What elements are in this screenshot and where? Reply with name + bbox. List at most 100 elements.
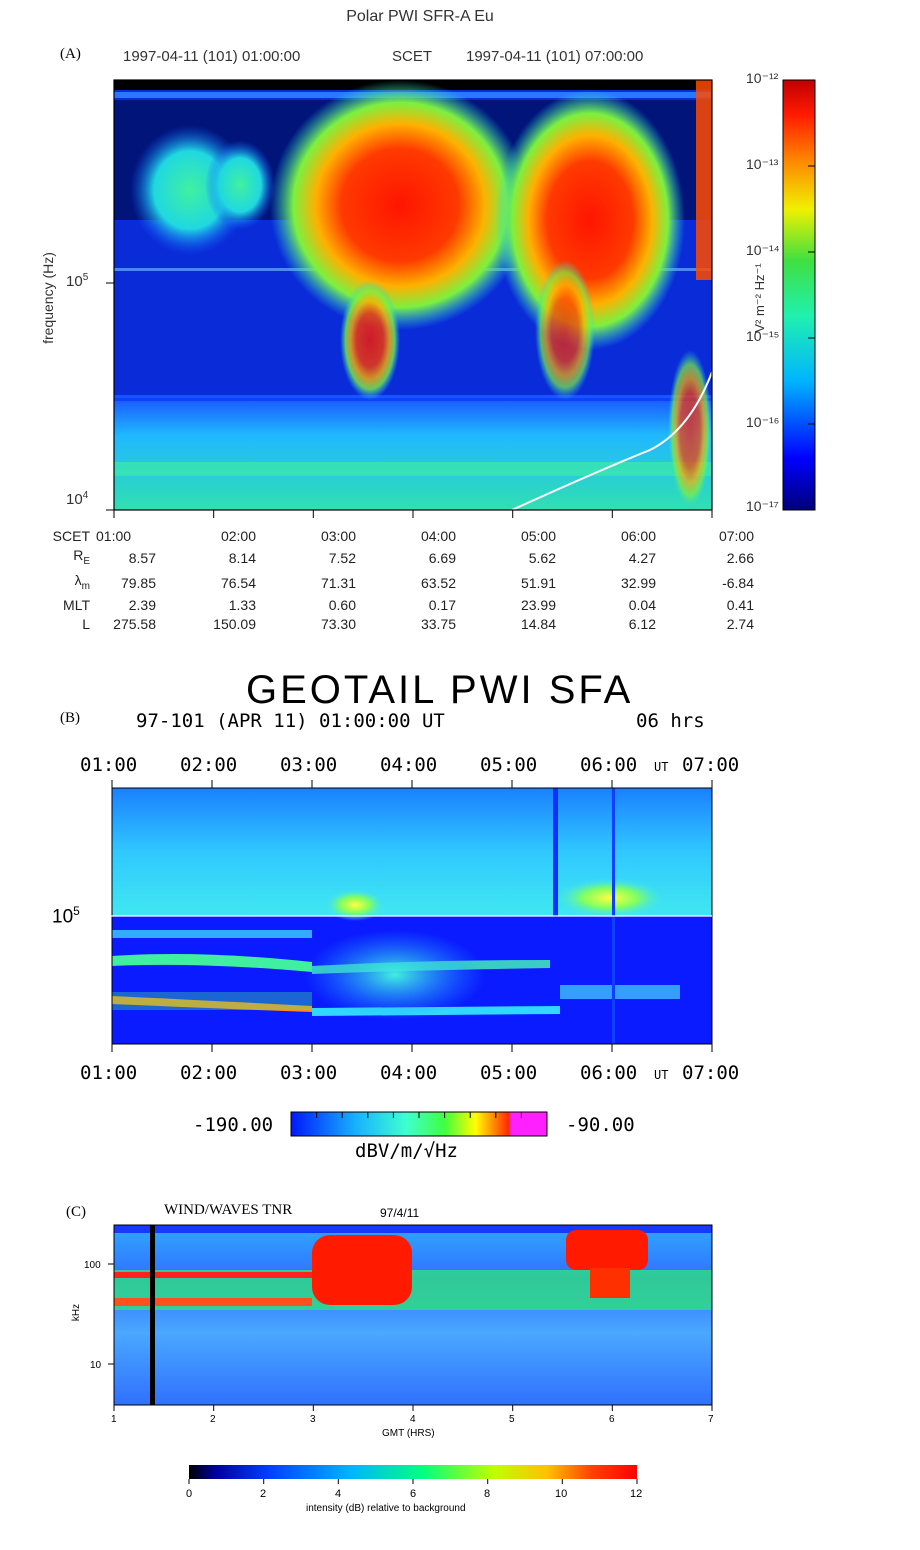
panel-b-colorbar-min: -190.00 bbox=[193, 1114, 274, 1136]
panel-a-frame bbox=[113, 79, 713, 511]
time-label: 03:00 bbox=[280, 1062, 338, 1084]
ephemeris-value: 04:00 bbox=[420, 528, 456, 544]
ephemeris-value: 76.54 bbox=[220, 574, 256, 591]
time-label: 06:00 bbox=[580, 1062, 638, 1084]
ephemeris-row: RE 8.57 8.14 7.52 6.69 5.62 4.27 2.66 bbox=[34, 546, 754, 571]
ephemeris-label: λm bbox=[74, 571, 90, 592]
ephemeris-value: 2.66 bbox=[726, 549, 754, 566]
ephemeris-value: 23.99 bbox=[520, 596, 556, 613]
panel-a-overlay-line bbox=[511, 371, 713, 511]
ephemeris-value: 32.99 bbox=[620, 574, 656, 591]
ephemeris-value: 05:00 bbox=[520, 528, 556, 544]
panel-b-frame bbox=[111, 787, 713, 1045]
panel-c-ytick-10: 10 bbox=[90, 1360, 102, 1371]
panel-c-colorbar bbox=[189, 1465, 637, 1479]
x-tick-label: 5 bbox=[509, 1414, 515, 1425]
ut-label: UT bbox=[654, 1068, 669, 1082]
panel-c-frame bbox=[113, 1224, 713, 1406]
ephemeris-value: 150.09 bbox=[213, 615, 256, 632]
ephemeris-value: 73.30 bbox=[320, 615, 356, 632]
panel-b-colorbar-max: -90.00 bbox=[566, 1114, 635, 1136]
ephemeris-value: 6.12 bbox=[628, 615, 656, 632]
time-label: 05:00 bbox=[480, 1062, 538, 1084]
ephemeris-label: MLT bbox=[63, 596, 90, 613]
ephemeris-row: MLT 2.39 1.33 0.60 0.17 23.99 0.04 0.41 bbox=[34, 596, 754, 615]
ephemeris-value: 02:00 bbox=[220, 528, 256, 544]
time-label: 04:00 bbox=[380, 754, 438, 776]
colorbar-tick: 6 bbox=[410, 1488, 417, 1500]
ephemeris-value: 33.75 bbox=[420, 615, 456, 632]
colorbar-tick: 10⁻¹² bbox=[746, 70, 779, 86]
x-tick-label: 2 bbox=[210, 1414, 216, 1425]
ephemeris-row: SCET 01:00 02:00 03:00 04:00 05:00 06:00… bbox=[34, 527, 754, 546]
ephemeris-label: L bbox=[82, 615, 90, 632]
ephemeris-value: 51.91 bbox=[520, 574, 556, 591]
ephemeris-value: 0.17 bbox=[428, 596, 456, 613]
panel-b-ytick: 105 bbox=[52, 904, 80, 928]
time-label: 02:00 bbox=[180, 1062, 238, 1084]
time-label: 07:00 bbox=[682, 1062, 740, 1084]
time-label: 02:00 bbox=[180, 754, 238, 776]
ut-label: UT bbox=[654, 760, 669, 774]
colorbar-tick: 10 bbox=[555, 1488, 568, 1500]
x-tick-label: 6 bbox=[609, 1414, 615, 1425]
colorbar-tick: 4 bbox=[335, 1488, 342, 1500]
ephemeris-value: 8.14 bbox=[228, 549, 256, 566]
ephemeris-value: 5.62 bbox=[528, 549, 556, 566]
ephemeris-label: SCET bbox=[52, 528, 90, 544]
panel-c-tag: (C) bbox=[66, 1204, 86, 1220]
ephemeris-value: 1.33 bbox=[228, 596, 256, 613]
panel-c-colorbar-label: intensity (dB) relative to background bbox=[306, 1503, 466, 1514]
colorbar-tick: 0 bbox=[186, 1488, 193, 1500]
time-label: 06:00 bbox=[580, 754, 638, 776]
x-tick-label: 1 bbox=[111, 1414, 117, 1425]
panel-a-title: Polar PWI SFR-A Eu bbox=[346, 8, 494, 25]
time-label: 01:00 bbox=[80, 754, 138, 776]
ephemeris-value: 4.27 bbox=[628, 549, 656, 566]
ephemeris-value: 79.85 bbox=[120, 574, 156, 591]
time-label: 07:00 bbox=[682, 754, 740, 776]
colorbar-tick: 10⁻¹⁴ bbox=[746, 242, 780, 258]
time-label: 05:00 bbox=[480, 754, 538, 776]
panel-b-lower-band bbox=[112, 916, 712, 1044]
time-label: 01:00 bbox=[80, 1062, 138, 1084]
colorbar-tick: 10⁻¹⁵ bbox=[746, 328, 780, 344]
panel-c-ytick-100: 100 bbox=[84, 1260, 101, 1271]
ephemeris-row: λm 79.85 76.54 71.31 63.52 51.91 32.99 -… bbox=[34, 571, 754, 596]
ephemeris-value: 0.60 bbox=[328, 596, 356, 613]
ephemeris-value: 2.39 bbox=[128, 596, 156, 613]
panel-c-spectrogram-bg bbox=[114, 1225, 712, 1405]
panel-a-header-mid: SCET bbox=[392, 48, 433, 65]
panel-b-colorbar-unit: dBV/m/√Hz bbox=[355, 1140, 458, 1162]
panel-b-subtitle-left: 97-101 (APR 11) 01:00:00 UT bbox=[136, 710, 445, 732]
x-tick-label: 7 bbox=[708, 1414, 714, 1425]
panel-a-header-right: 1997-04-11 (101) 07:00:00 bbox=[466, 48, 644, 65]
time-label: 03:00 bbox=[280, 754, 338, 776]
panel-c-title: WIND/WAVES TNR bbox=[164, 1202, 293, 1218]
panel-c-xlabel: GMT (HRS) bbox=[382, 1428, 435, 1439]
ephemeris-value: 07:00 bbox=[718, 528, 754, 544]
ephemeris-value: 06:00 bbox=[620, 528, 656, 544]
colorbar-tick: 10⁻¹⁶ bbox=[746, 414, 780, 430]
ephemeris-value: 7.52 bbox=[328, 549, 356, 566]
colorbar-tick: 2 bbox=[260, 1488, 267, 1500]
ephemeris-row: L 275.58 150.09 73.30 33.75 14.84 6.12 2… bbox=[34, 615, 754, 634]
panel-b-title: GEOTAIL PWI SFA bbox=[246, 668, 634, 712]
panel-b-colorbar bbox=[290, 1111, 548, 1137]
ephemeris-value: 14.84 bbox=[520, 615, 556, 632]
ephemeris-value: 275.58 bbox=[113, 615, 156, 632]
ephemeris-label: RE bbox=[73, 547, 90, 567]
panel-a-x-ticks bbox=[106, 282, 713, 518]
colorbar-tick: 10⁻¹⁷ bbox=[746, 498, 779, 514]
ephemeris-value: 0.41 bbox=[726, 596, 754, 613]
colorbar-tick: 12 bbox=[630, 1488, 643, 1500]
panel-b-subtitle-right: 06 hrs bbox=[636, 710, 705, 732]
ephemeris-value: 6.69 bbox=[428, 549, 456, 566]
ephemeris-value: 8.57 bbox=[128, 549, 156, 566]
colorbar-tick: 8 bbox=[484, 1488, 491, 1500]
ephemeris-value: -6.84 bbox=[722, 574, 754, 591]
panel-a-ytick-1e4: 104 bbox=[66, 490, 89, 508]
ephemeris-table: SCET 01:00 02:00 03:00 04:00 05:00 06:00… bbox=[34, 527, 754, 634]
